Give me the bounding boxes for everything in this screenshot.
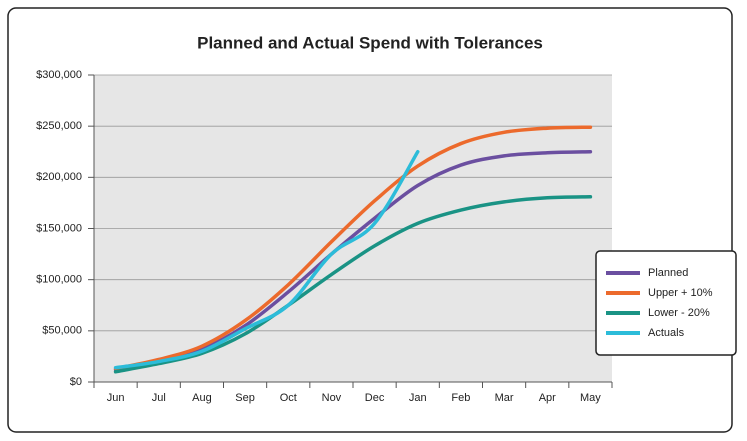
x-tick-label: Aug [192, 392, 212, 404]
x-tick-label: Mar [495, 392, 514, 404]
y-tick-label: $100,000 [36, 274, 82, 286]
series-line [113, 195, 593, 374]
legend-box [595, 250, 737, 356]
x-tick-label: Sep [235, 392, 255, 404]
x-tick-label: Dec [365, 392, 385, 404]
x-tick-label: Feb [451, 392, 470, 404]
legend-label: Lower - 20% [648, 307, 710, 319]
x-tick-label: Jan [409, 392, 427, 404]
y-tick-label: $0 [70, 376, 82, 388]
y-tick-label: $200,000 [36, 171, 82, 183]
legend-label: Actuals [648, 327, 685, 339]
y-tick-label: $300,000 [36, 69, 82, 81]
y-tick-label: $250,000 [36, 120, 82, 132]
x-tick-label: Apr [539, 392, 556, 404]
x-tick-label: Nov [322, 392, 342, 404]
legend-label: Planned [648, 267, 688, 279]
series-line [113, 150, 593, 372]
x-tick-label: Oct [280, 392, 297, 404]
x-tick-label: Jun [107, 392, 125, 404]
y-tick-label: $50,000 [42, 325, 82, 337]
chart-title: Planned and Actual Spend with Tolerances [197, 33, 543, 52]
x-tick-label: May [580, 392, 601, 404]
y-tick-label: $150,000 [36, 222, 82, 234]
x-tick-label: Jul [152, 392, 166, 404]
series-line [113, 125, 593, 371]
legend-label: Upper + 10% [648, 287, 713, 299]
series-line [113, 150, 420, 370]
